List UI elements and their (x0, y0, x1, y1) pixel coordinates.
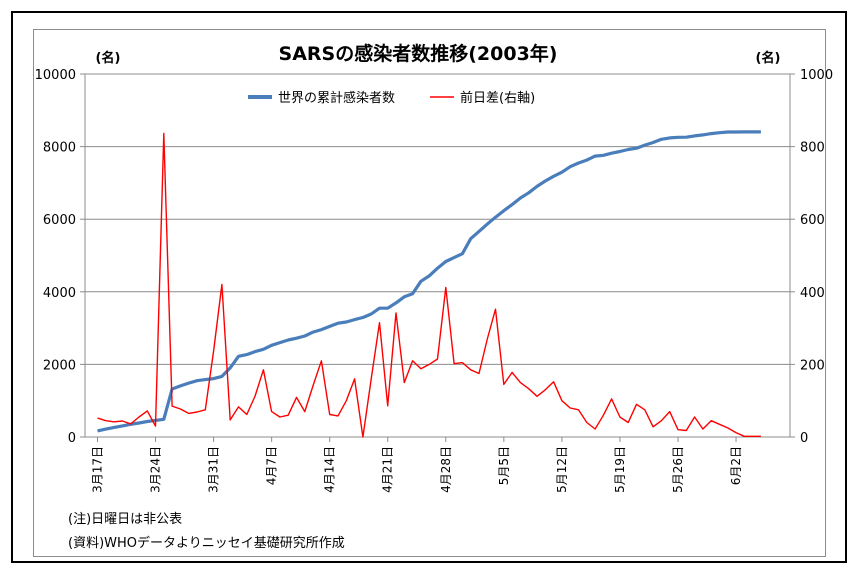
x-tick-label: 3月24日 (149, 446, 163, 493)
y-tick-label-left: 8000 (43, 141, 76, 156)
x-tick-label: 4月14日 (323, 446, 337, 493)
legend-label-daily: 前日差(右軸) (460, 90, 535, 106)
y-tick-label-left: 6000 (43, 213, 76, 228)
gridlines (84, 73, 791, 438)
x-tick-label: 5月12日 (555, 446, 569, 493)
series-line-daily-change (97, 132, 761, 438)
outer-frame (11, 11, 847, 563)
series-lines (97, 130, 761, 438)
y-tick-label-right: 1000 (800, 68, 833, 83)
series-line-cumulative (97, 130, 761, 433)
chart-title: SARSの感染者数推移(2003年) (279, 42, 558, 65)
y-tick-label-right: 200 (800, 358, 825, 373)
y-tick-label-left: 0 (68, 431, 76, 446)
x-tick-label: 5月26日 (671, 446, 685, 493)
y-tick-label-right: 600 (800, 213, 825, 228)
x-axis: 3月17日 3月24日 3月31日 4月7日 4月14日 4月21日 4月28日 5月5日 5月… (91, 437, 743, 493)
left-y-axis: 0 2000 4000 6000 8000 10000 (35, 68, 85, 446)
chart-area-frame (33, 29, 826, 557)
note-sunday: (注)日曜日は非公表 (68, 512, 183, 527)
x-tick-label: 3月31日 (207, 446, 221, 493)
x-tick-label: 4月21日 (381, 446, 395, 493)
x-tick-label: 6月2日 (729, 446, 743, 485)
x-tick-label: 4月7日 (265, 446, 279, 485)
x-tick-label: 3月17日 (91, 446, 105, 493)
x-tick-label: 5月5日 (497, 446, 511, 485)
y-tick-label-right: 0 (800, 431, 808, 446)
y-tick-label-right: 800 (800, 141, 825, 156)
y-tick-label-left: 4000 (43, 286, 76, 301)
y-tick-label-left: 10000 (35, 68, 76, 83)
right-axis-unit: (名) (756, 50, 781, 66)
y-tick-label-right: 400 (800, 286, 825, 301)
x-tick-label: 5月19日 (613, 446, 627, 493)
x-tick-label: 4月28日 (439, 446, 453, 493)
left-axis-unit: (名) (96, 50, 121, 66)
legend: 世界の累計感染者数 前日差(右軸) (248, 90, 535, 106)
y-tick-label-left: 2000 (43, 358, 76, 373)
legend-label-cumulative: 世界の累計感染者数 (278, 90, 395, 106)
note-source: (資料)WHOデータよりニッセイ基礎研究所作成 (68, 536, 345, 551)
right-y-axis: 0 200 400 600 800 1000 (790, 68, 833, 446)
